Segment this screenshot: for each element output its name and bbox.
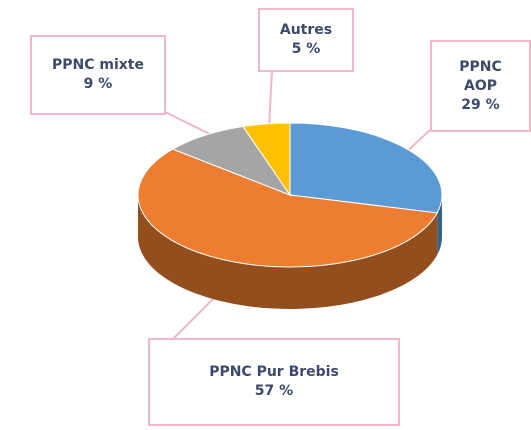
slice-side <box>437 195 443 255</box>
value-label: 57 % <box>254 383 294 399</box>
value-label: 9 % <box>83 76 113 92</box>
value-label: 29 % <box>461 96 500 113</box>
category-label: Autres <box>279 22 333 38</box>
category-label: PPNC mixte <box>52 57 144 73</box>
slice <box>171 125 292 197</box>
slice <box>289 122 443 214</box>
category-label: PPNC AOP <box>459 58 502 94</box>
slice <box>137 148 439 268</box>
data-label-box: Autres 5 % <box>258 8 354 72</box>
pie-sides <box>138 195 443 310</box>
slice <box>242 122 291 197</box>
data-label-box: PPNC AOP 29 % <box>430 40 531 132</box>
data-label-box: PPNC Pur Brebis 57 % <box>148 338 400 426</box>
pie-tops <box>137 122 443 268</box>
value-label: 5 % <box>291 41 321 57</box>
category-label: PPNC Pur Brebis <box>209 364 339 380</box>
data-label-box: PPNC mixte 9 % <box>30 35 166 115</box>
slice-side <box>138 195 438 310</box>
